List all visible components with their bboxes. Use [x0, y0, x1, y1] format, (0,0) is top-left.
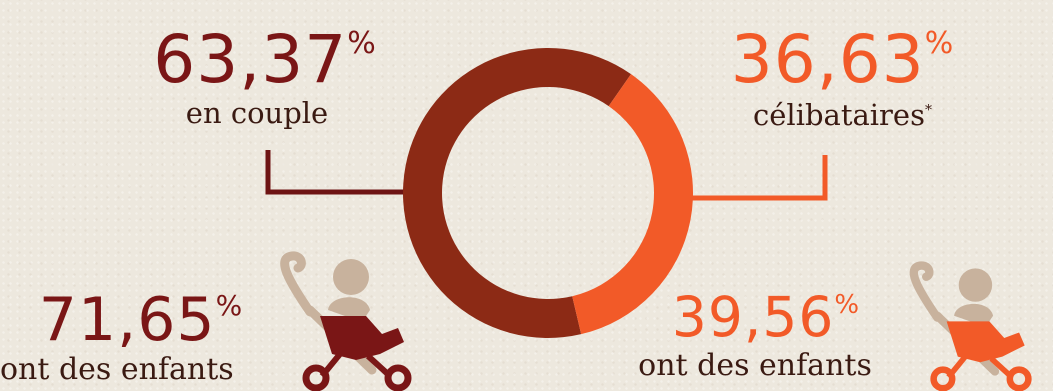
- single-unit: %: [924, 26, 955, 61]
- couple-children-unit: %: [215, 289, 244, 322]
- stat-couple-children: 71,65% ont des enfants: [0, 290, 268, 385]
- single-note-mark: *: [924, 102, 932, 119]
- single-label: célibataires*: [753, 98, 932, 132]
- couple-unit: %: [347, 26, 377, 61]
- stroller-icon: [280, 251, 412, 391]
- couple-label: en couple: [185, 96, 329, 130]
- single-children-unit: %: [834, 290, 861, 320]
- single-value: 36,63%: [730, 21, 955, 98]
- single-children-value: 39,56%: [671, 285, 861, 349]
- couple-children-value: 71,65%: [38, 285, 244, 355]
- donut-slice-single: [572, 74, 694, 335]
- connector-couple: [265, 150, 410, 195]
- stat-single: 36,63% célibataires*: [715, 27, 970, 130]
- couple-value: 63,37%: [153, 21, 377, 98]
- donut-slices: [403, 48, 694, 338]
- stat-single-children: 39,56% ont des enfants: [630, 290, 880, 381]
- donut-slice-couple: [403, 48, 632, 338]
- couple-children-label: ont des enfants: [0, 352, 234, 387]
- single-children-label: ont des enfants: [638, 348, 872, 383]
- connector-single: [690, 155, 828, 201]
- stroller-icon: [909, 261, 1032, 391]
- stat-couple: 63,37% en couple: [140, 27, 390, 128]
